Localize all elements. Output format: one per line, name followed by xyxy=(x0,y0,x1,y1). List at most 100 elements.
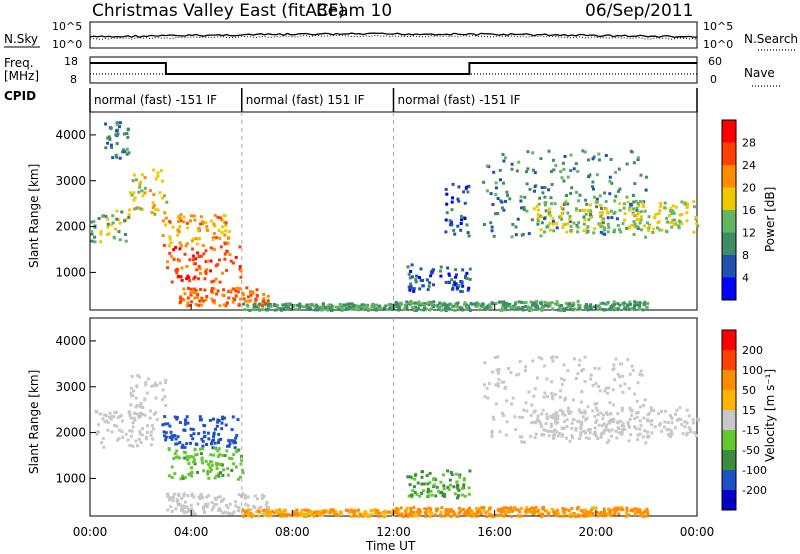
heatmap-cell xyxy=(579,430,583,434)
heatmap-cell xyxy=(643,209,647,213)
heatmap-cell xyxy=(241,468,244,472)
heatmap-cell xyxy=(687,426,691,430)
heatmap-cell xyxy=(533,436,537,440)
heatmap-cell xyxy=(429,274,433,278)
heatmap-cell xyxy=(411,489,415,493)
heatmap-cell xyxy=(99,412,103,416)
heatmap-cell xyxy=(475,304,479,308)
heatmap-cell xyxy=(683,420,687,424)
heatmap-cell xyxy=(129,386,133,390)
heatmap-cell xyxy=(556,303,560,307)
heatmap-cell xyxy=(636,381,640,385)
heatmap-cell xyxy=(226,511,230,515)
heatmap-cell xyxy=(232,453,236,457)
heatmap-cell xyxy=(257,307,261,311)
heatmap-cell xyxy=(603,191,606,195)
heatmap-cell xyxy=(353,307,357,311)
heatmap-cell xyxy=(235,286,239,290)
heatmap-cell xyxy=(384,514,388,518)
heatmap-cell xyxy=(642,204,645,208)
heatmap-cell xyxy=(415,514,419,518)
heatmap-cell xyxy=(525,209,529,213)
heatmap-cell xyxy=(115,129,118,133)
heatmap-cell xyxy=(388,306,392,310)
ylabel-velocity: Slant Range [km] xyxy=(27,370,41,474)
heatmap-cell xyxy=(451,182,455,186)
heatmap-cell xyxy=(598,306,602,310)
heatmap-cell xyxy=(273,511,276,515)
heatmap-cell xyxy=(213,441,217,445)
heatmap-cell xyxy=(510,162,514,166)
heatmap-cell xyxy=(485,164,489,168)
heatmap-cell xyxy=(592,231,596,235)
heatmap-cell xyxy=(608,179,612,183)
heatmap-cell xyxy=(90,232,94,236)
heatmap-cell xyxy=(527,307,531,311)
heatmap-cell xyxy=(230,428,234,432)
heatmap-cell xyxy=(193,296,197,300)
heatmap-cell xyxy=(249,293,253,297)
heatmap-cell xyxy=(144,435,148,439)
heatmap-cell xyxy=(202,469,206,473)
heatmap-cell xyxy=(504,199,507,203)
heatmap-cell xyxy=(598,389,602,393)
heatmap-cell xyxy=(351,303,355,307)
heatmap-cell xyxy=(266,307,270,311)
heatmap-cell xyxy=(223,416,227,420)
heatmap-cell xyxy=(115,142,119,145)
heatmap-cell xyxy=(540,357,544,361)
heatmap-cell xyxy=(502,181,505,185)
heatmap-cell xyxy=(140,433,144,437)
heatmap-cell xyxy=(520,440,524,444)
heatmap-cell xyxy=(602,413,605,417)
heatmap-cell xyxy=(169,505,173,509)
heatmap-cell xyxy=(580,420,584,424)
heatmap-cell xyxy=(569,169,573,173)
heatmap-cell xyxy=(537,356,541,359)
heatmap-cell xyxy=(210,289,214,293)
heatmap-cell xyxy=(216,420,220,424)
heatmap-cell xyxy=(152,168,156,172)
heatmap-cell xyxy=(192,277,196,281)
heatmap-cell xyxy=(210,280,214,284)
heatmap-cell xyxy=(574,162,578,166)
heatmap-cell xyxy=(187,462,191,465)
heatmap-cell xyxy=(432,268,435,272)
heatmap-cell xyxy=(227,296,231,300)
colorbar-swatch xyxy=(722,210,736,233)
heatmap-cell xyxy=(127,215,131,219)
heatmap-cell xyxy=(647,215,651,219)
heatmap-cell xyxy=(383,306,386,310)
heatmap-cell xyxy=(540,305,544,309)
heatmap-cell xyxy=(174,507,178,511)
heatmap-cell xyxy=(521,415,524,419)
heatmap-cell xyxy=(90,239,94,243)
heatmap-cell xyxy=(583,508,587,512)
heatmap-cell xyxy=(562,179,566,183)
heatmap-cell xyxy=(237,448,241,452)
heatmap-cell xyxy=(519,199,523,203)
heatmap-cell xyxy=(544,209,548,213)
heatmap-cell xyxy=(182,287,186,291)
heatmap-cell xyxy=(181,476,185,480)
heatmap-cell xyxy=(524,401,528,405)
heatmap-cell xyxy=(241,509,245,513)
heatmap-cell xyxy=(176,500,180,504)
heatmap-cell xyxy=(109,126,113,130)
heatmap-cell xyxy=(457,488,461,492)
heatmap-cell xyxy=(548,207,551,211)
heatmap-cell xyxy=(586,428,590,432)
heatmap-cell xyxy=(181,220,185,224)
heatmap-cell xyxy=(151,437,155,441)
heatmap-cell xyxy=(464,276,467,279)
heatmap-cell xyxy=(595,173,599,177)
heatmap-cell xyxy=(205,225,209,229)
nave-label: Nave xyxy=(744,66,775,80)
heatmap-cell xyxy=(623,212,627,215)
heatmap-cell xyxy=(522,301,525,305)
heatmap-cell xyxy=(629,433,633,437)
heatmap-cell xyxy=(181,443,185,447)
heatmap-cell xyxy=(567,302,571,306)
heatmap-cell xyxy=(592,155,596,159)
heatmap-cell xyxy=(486,305,490,309)
